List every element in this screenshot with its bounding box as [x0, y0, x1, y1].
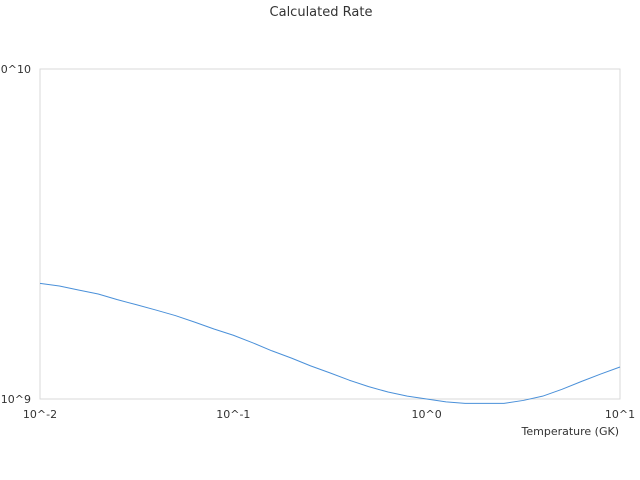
series-layer: [39, 282, 621, 404]
series-line-0: [39, 282, 621, 404]
x-tick-label: 10^-1: [216, 408, 250, 421]
x-axis-title: Temperature (GK): [521, 425, 620, 438]
x-tick-label: 10^0: [412, 408, 442, 421]
x-axis: 10^-2 10^-1 10^0 10^1: [23, 408, 635, 421]
chart-title: Calculated Rate: [270, 5, 373, 20]
y-axis: 10^9 0^10: [1, 63, 31, 406]
x-tick-label: 10^-2: [23, 408, 57, 421]
plot-area-frame: [39, 68, 621, 400]
y-tick-label: 0^10: [1, 63, 31, 76]
x-tick-label: 10^1: [605, 408, 635, 421]
y-tick-label: 10^9: [1, 393, 31, 406]
